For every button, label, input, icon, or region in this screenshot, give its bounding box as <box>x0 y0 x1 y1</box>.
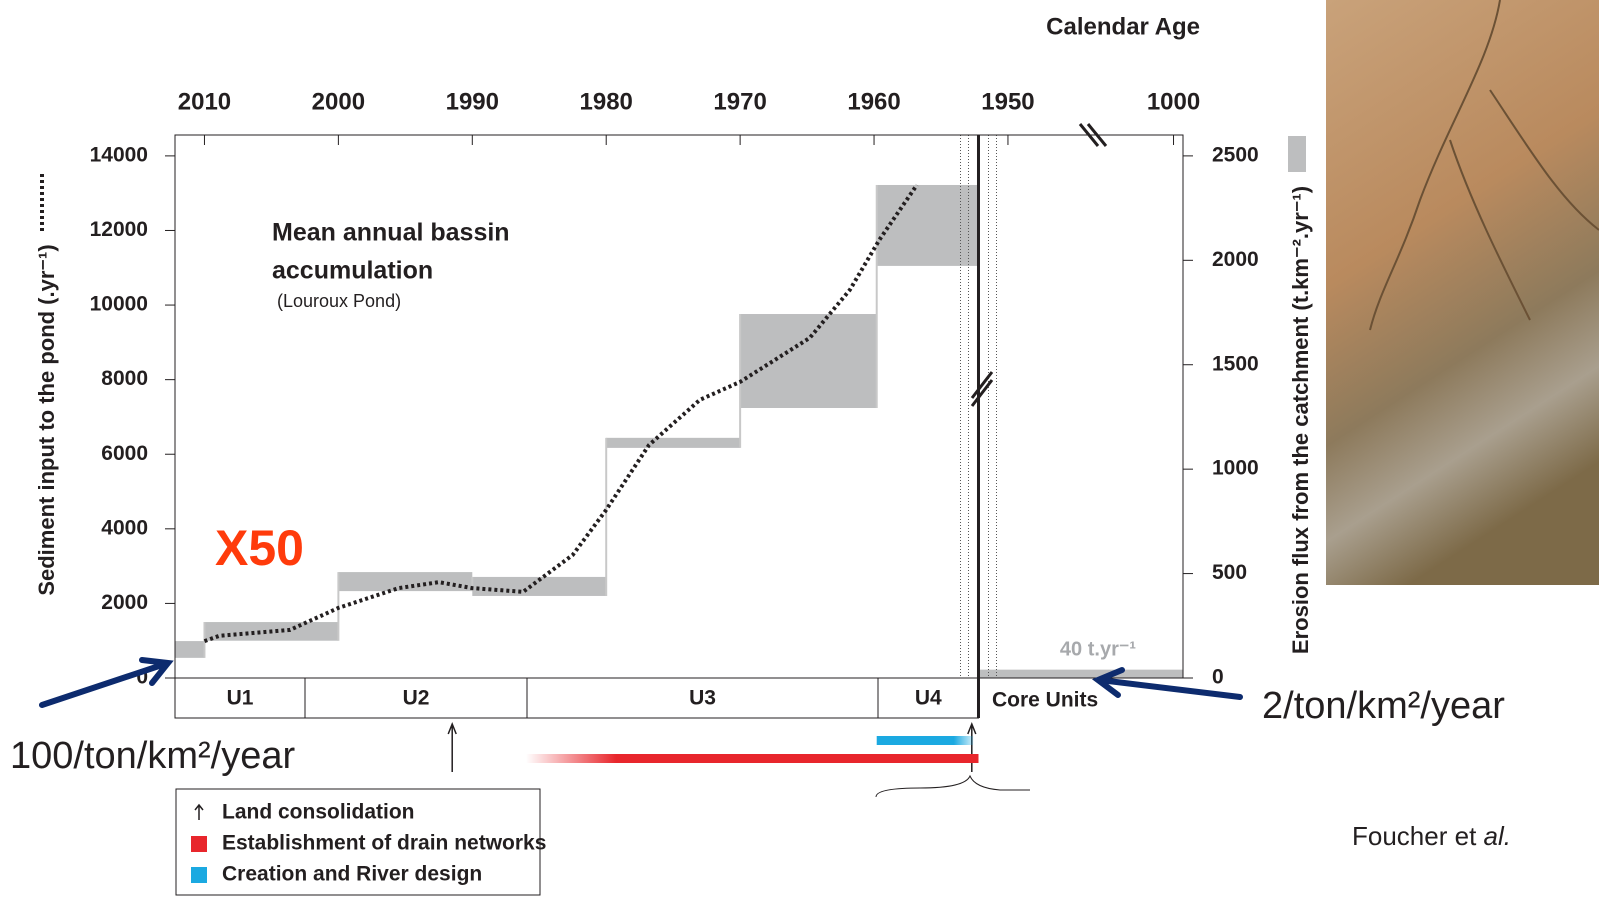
legend-box <box>175 788 541 896</box>
y2-tick-label: 2500 <box>1212 143 1259 166</box>
range-box <box>175 641 205 658</box>
plot-frame <box>174 134 1184 679</box>
y-tick-label: 4000 <box>101 516 148 539</box>
unit-label: U4 <box>915 687 942 710</box>
x-tick-label: 1970 <box>713 88 766 115</box>
y2-tick-label: 0 <box>1212 666 1224 689</box>
legend: Land consolidation Establishment of drain… <box>175 788 546 896</box>
y-tick-label: 6000 <box>101 442 148 465</box>
left-annotation: 100/ton/km²/year <box>10 735 295 777</box>
y2-axis-label: Erosion flux from the catchment (t.km⁻².… <box>1288 186 1313 654</box>
y2-tick-label: 1500 <box>1212 352 1259 375</box>
inset-subtitle: (Louroux Pond) <box>277 291 401 311</box>
citation-italic: al. <box>1484 821 1511 851</box>
y-tick-label: 8000 <box>101 367 148 390</box>
event-arrow <box>447 721 457 772</box>
event-bar <box>876 736 974 745</box>
y-tick-label: 0 <box>136 666 148 689</box>
legend-swatch <box>191 867 207 883</box>
y2-tick-label: 500 <box>1212 561 1247 584</box>
citation: Foucher et al. <box>1352 821 1511 851</box>
citation-text: Foucher et <box>1352 821 1477 851</box>
right-annotation: 2/ton/km²/year <box>1262 685 1505 727</box>
trend-line <box>203 183 919 643</box>
x-tick-label: 1980 <box>580 88 633 115</box>
x2-tick-label: 1000 <box>1147 88 1200 115</box>
range-key <box>1288 136 1306 172</box>
brace <box>875 774 1030 798</box>
unit-label: U3 <box>689 687 716 710</box>
axis-break <box>970 123 1108 407</box>
x-tick-label: 2010 <box>178 88 231 115</box>
core-bar <box>978 669 1183 678</box>
y-tick-label: 14000 <box>90 143 148 166</box>
unit-label: Core Units <box>992 689 1098 712</box>
x-tick-label: 1950 <box>981 88 1034 115</box>
left-arrow <box>39 657 174 708</box>
range-box <box>338 572 473 592</box>
top-axis-title: Calendar Age <box>1046 13 1200 40</box>
event-arrow <box>967 721 977 772</box>
x-tick-label: 1960 <box>847 88 900 115</box>
event-bar <box>525 754 979 763</box>
photo <box>1326 0 1599 585</box>
y2-tick-label: 1000 <box>1212 457 1259 480</box>
y-tick-label: 10000 <box>90 293 148 316</box>
unit-label: U1 <box>227 687 254 710</box>
y-tick-label: 2000 <box>101 591 148 614</box>
legend-swatch <box>191 836 207 852</box>
y2-tick-label: 2000 <box>1212 248 1259 271</box>
legend-label: Land consolidation <box>222 801 415 824</box>
photo-channels <box>1369 0 1599 331</box>
right-arrow <box>1092 667 1243 700</box>
x-tick-label: 1990 <box>446 88 499 115</box>
y-axis-label: Sediment input to the pond (.yr⁻¹) <box>34 244 59 595</box>
unit-label: U2 <box>403 687 430 710</box>
legend-arrow <box>194 803 204 820</box>
range-box <box>740 314 877 408</box>
inset-title: accumulation <box>272 257 433 285</box>
range-box <box>876 184 979 266</box>
y-tick-label: 12000 <box>90 218 148 241</box>
inset-title: Mean annual bassin <box>272 219 510 247</box>
core-label: 40 t.yr⁻¹ <box>1060 638 1136 660</box>
units-frame <box>174 677 979 719</box>
legend-label: Establishment of drain networks <box>222 832 546 855</box>
legend-label: Creation and River design <box>222 863 482 886</box>
x-tick-label: 2000 <box>312 88 365 115</box>
range-box <box>472 576 607 596</box>
factor-annotation: X50 <box>215 520 304 576</box>
range-box <box>606 437 741 448</box>
